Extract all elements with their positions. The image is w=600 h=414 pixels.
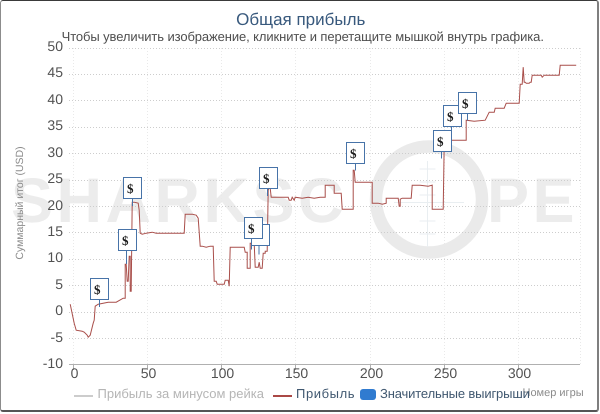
svg-text:$: $ <box>263 171 270 186</box>
svg-text:$: $ <box>437 134 444 149</box>
svg-text:PE: PE <box>487 166 578 236</box>
svg-text:$: $ <box>462 96 469 111</box>
svg-text:$: $ <box>350 146 357 161</box>
svg-text:SHARKSC: SHARKSC <box>11 166 347 236</box>
svg-text:$: $ <box>122 233 129 248</box>
svg-text:$: $ <box>94 282 101 297</box>
svg-text:$: $ <box>248 221 255 236</box>
svg-text:$: $ <box>127 181 134 196</box>
svg-text:$: $ <box>447 109 454 124</box>
